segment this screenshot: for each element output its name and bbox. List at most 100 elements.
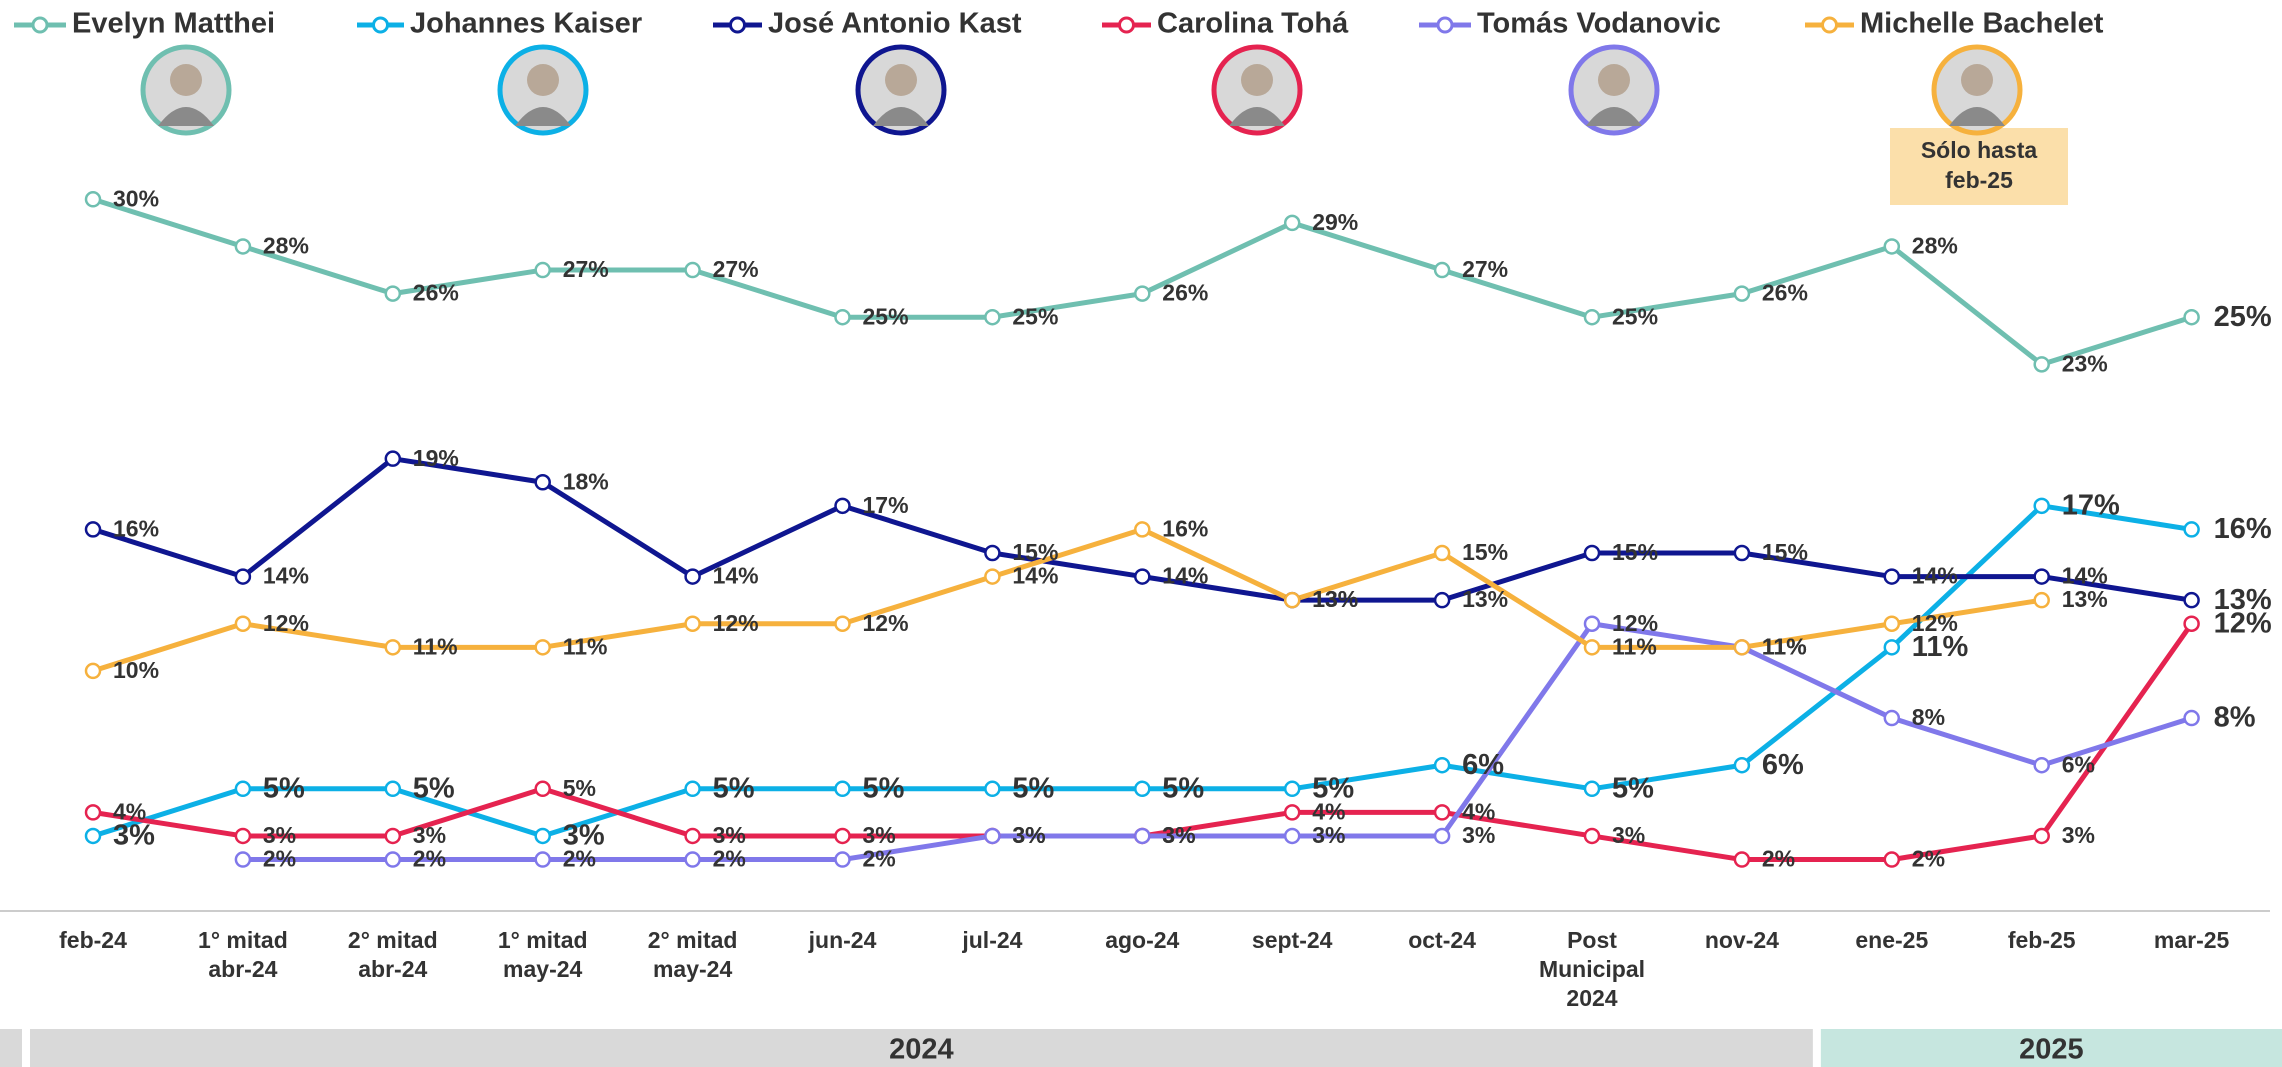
point	[1583, 827, 1601, 845]
value-label: 17%	[2062, 489, 2120, 521]
period-bar	[30, 1029, 1813, 1067]
value-label: 3%	[1612, 822, 1645, 848]
value-label: 13%	[2062, 586, 2108, 612]
value-label: 3%	[1012, 822, 1045, 848]
point	[1733, 544, 1751, 562]
value-label: 14%	[2062, 563, 2108, 589]
point	[1134, 521, 1151, 538]
legend-marker	[372, 16, 389, 34]
legend-label: José Antonio Kast	[768, 8, 1022, 40]
point	[384, 639, 402, 656]
point	[1433, 756, 1451, 774]
point	[1283, 804, 1301, 821]
point	[1733, 851, 1751, 868]
point	[984, 308, 1001, 326]
x-tick-label: feb-25	[2008, 927, 2076, 953]
point	[234, 615, 252, 632]
value-label: 2%	[1912, 846, 1945, 872]
legend-marker	[31, 16, 49, 34]
point	[234, 238, 252, 255]
point	[1733, 639, 1751, 656]
value-label: 4%	[113, 798, 146, 824]
point	[234, 780, 252, 798]
point	[2183, 591, 2200, 609]
value-label: 3%	[413, 822, 446, 848]
point	[384, 827, 402, 845]
x-tick-label: ene-25	[1855, 927, 1928, 953]
legend-label: Johannes Kaiser	[410, 8, 642, 40]
annotation-box	[1890, 128, 2068, 205]
point	[534, 851, 551, 868]
point	[1433, 591, 1451, 609]
value-label: 5%	[713, 772, 755, 804]
value-label: 11%	[413, 633, 458, 659]
value-label: 2%	[863, 846, 896, 872]
point	[1883, 709, 1901, 727]
value-label: 19%	[413, 445, 459, 471]
value-label: 11%	[1762, 633, 1807, 659]
avatar-head	[1961, 64, 1993, 96]
value-label: 13%	[1312, 586, 1358, 612]
annotation-line: Sólo hasta feb-25	[1921, 137, 2038, 193]
value-label: 5%	[1012, 772, 1054, 804]
avatar-head	[1598, 64, 1630, 96]
value-label: 3%	[2062, 822, 2095, 848]
x-tick-label: 2° mitad abr-24	[348, 927, 438, 982]
x-tick-label: ago-24	[1105, 927, 1179, 953]
value-label: 4%	[1462, 798, 1495, 824]
point	[1433, 261, 1451, 279]
x-tick-label: 1° mitad abr-24	[198, 927, 288, 982]
value-label: 3%	[713, 822, 746, 848]
avatar-body	[1949, 107, 2005, 126]
value-label: 2%	[263, 846, 296, 872]
value-label: 15%	[1462, 539, 1508, 565]
point	[234, 851, 252, 868]
point	[984, 780, 1001, 798]
period-bar	[0, 1029, 22, 1067]
value-label: 30%	[113, 185, 159, 211]
point	[84, 191, 102, 208]
avatar-head	[170, 64, 202, 96]
point	[834, 851, 851, 868]
point	[834, 497, 851, 515]
value-label: 14%	[713, 563, 759, 589]
point	[1134, 568, 1151, 585]
point	[84, 827, 102, 845]
point	[684, 615, 701, 632]
value-label: 28%	[263, 233, 309, 259]
x-tick-label: oct-24	[1408, 927, 1476, 953]
value-label: 25%	[2214, 301, 2272, 333]
value-label: 5%	[1312, 772, 1354, 804]
point	[1433, 827, 1451, 845]
point	[2033, 591, 2050, 609]
point	[384, 851, 402, 868]
value-label: 17%	[863, 492, 909, 518]
avatar-head	[527, 64, 559, 96]
point	[384, 450, 402, 467]
point	[84, 521, 102, 538]
value-label: 6%	[1462, 749, 1504, 781]
value-label: 16%	[113, 515, 159, 541]
value-label: 14%	[1162, 563, 1208, 589]
value-label: 28%	[1912, 233, 1958, 259]
point	[1583, 615, 1601, 632]
point	[684, 827, 701, 845]
value-label: 27%	[713, 256, 759, 282]
avatar-body	[1586, 107, 1642, 126]
point	[1733, 285, 1751, 302]
point	[684, 568, 701, 585]
point	[234, 568, 252, 585]
value-label: 10%	[113, 657, 159, 683]
point	[1583, 308, 1601, 326]
value-label: 2%	[713, 846, 746, 872]
value-label: 15%	[1762, 539, 1808, 565]
legend-label: Michelle Bachelet	[1860, 8, 2104, 40]
legend-label: Tomás Vodanovic	[1477, 8, 1721, 40]
point	[384, 285, 402, 302]
value-label: 27%	[563, 256, 609, 282]
value-label: 18%	[563, 468, 609, 494]
value-label: 14%	[1912, 563, 1958, 589]
series-line	[92, 196, 2193, 367]
point	[234, 827, 252, 845]
